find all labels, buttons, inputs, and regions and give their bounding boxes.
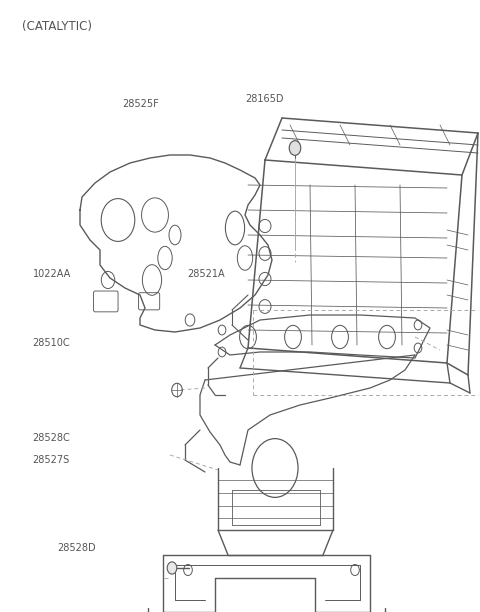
Circle shape [289, 141, 301, 155]
Text: 28521A: 28521A [187, 269, 225, 279]
Text: 28510C: 28510C [33, 338, 70, 348]
Text: 28528C: 28528C [33, 433, 71, 442]
Text: 28528D: 28528D [58, 543, 96, 553]
Text: (CATALYTIC): (CATALYTIC) [22, 20, 92, 32]
Circle shape [167, 562, 177, 574]
Text: 28165D: 28165D [245, 94, 283, 104]
Text: 1022AA: 1022AA [33, 269, 71, 279]
Text: 28525F: 28525F [122, 99, 159, 109]
Text: 28527S: 28527S [33, 455, 70, 465]
